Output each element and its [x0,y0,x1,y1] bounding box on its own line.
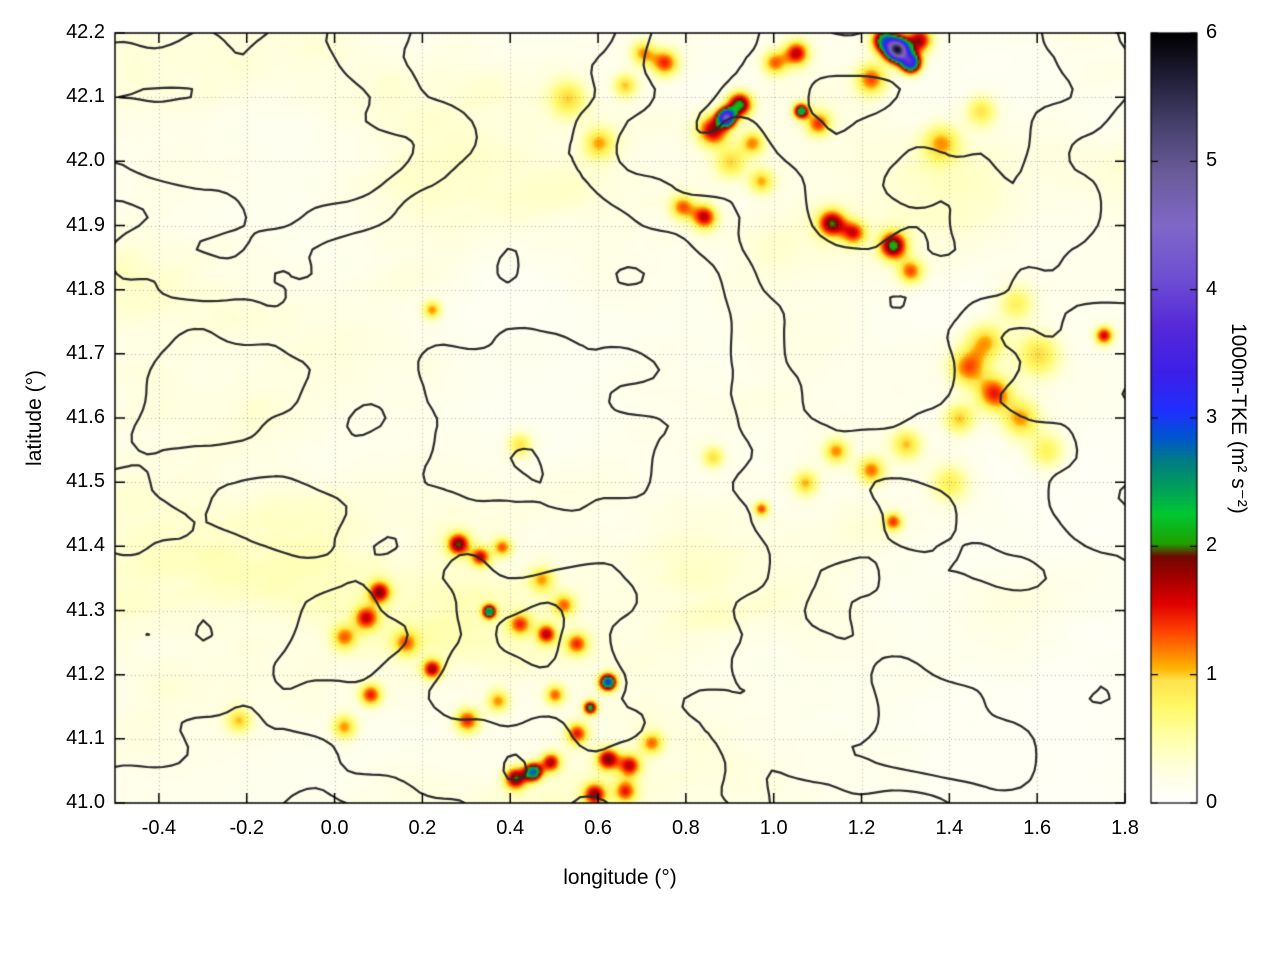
colorbar-tick-label: 0 [1206,791,1218,813]
colorbar-tick-label: 4 [1206,277,1218,300]
y-tick-label: 41.2 [66,662,105,685]
y-tick-label: 41.0 [66,791,105,813]
colorbar-tick-label: 5 [1206,149,1218,172]
y-tick-label: 41.9 [66,213,105,236]
y-tick-label: 42.1 [66,85,105,108]
x-tick-label: 0.0 [320,817,349,839]
x-tick-label: 0.8 [671,817,700,839]
x-tick-label: -0.4 [141,817,177,839]
y-tick-label: 41.3 [66,598,105,621]
colorbar-tick-label: 3 [1206,406,1218,428]
y-tick-label: 42.2 [66,21,105,43]
colorbar-tick-label: 2 [1206,534,1218,557]
y-tick-label: 41.8 [66,277,105,300]
y-tick-label: 41.6 [66,406,105,428]
x-tick-label: 1.6 [1023,817,1052,839]
y-tick-label: 42.0 [66,149,105,172]
x-tick-label: 0.6 [584,817,612,839]
colorbar-tick-label: 6 [1206,21,1218,43]
y-tick-label: 41.4 [66,534,105,557]
x-tick-label: 1.4 [935,817,964,839]
x-tick-label: 0.4 [496,817,525,839]
x-axis-label: longitude (°) [563,866,677,889]
x-tick-label: 0.2 [408,817,437,839]
x-tick-label: 1.2 [847,817,876,839]
colorbar-label: 1000m-TKE (m² s⁻²) [1227,322,1250,514]
x-tick-label: 1.8 [1111,817,1139,839]
x-tick-label: -0.2 [229,817,264,839]
y-tick-label: 41.7 [66,341,105,364]
x-tick-label: 1.0 [759,817,788,839]
y-tick-label: 41.5 [66,470,105,493]
y-tick-label: 41.1 [66,726,105,749]
colorbar-tick-label: 1 [1206,662,1218,685]
